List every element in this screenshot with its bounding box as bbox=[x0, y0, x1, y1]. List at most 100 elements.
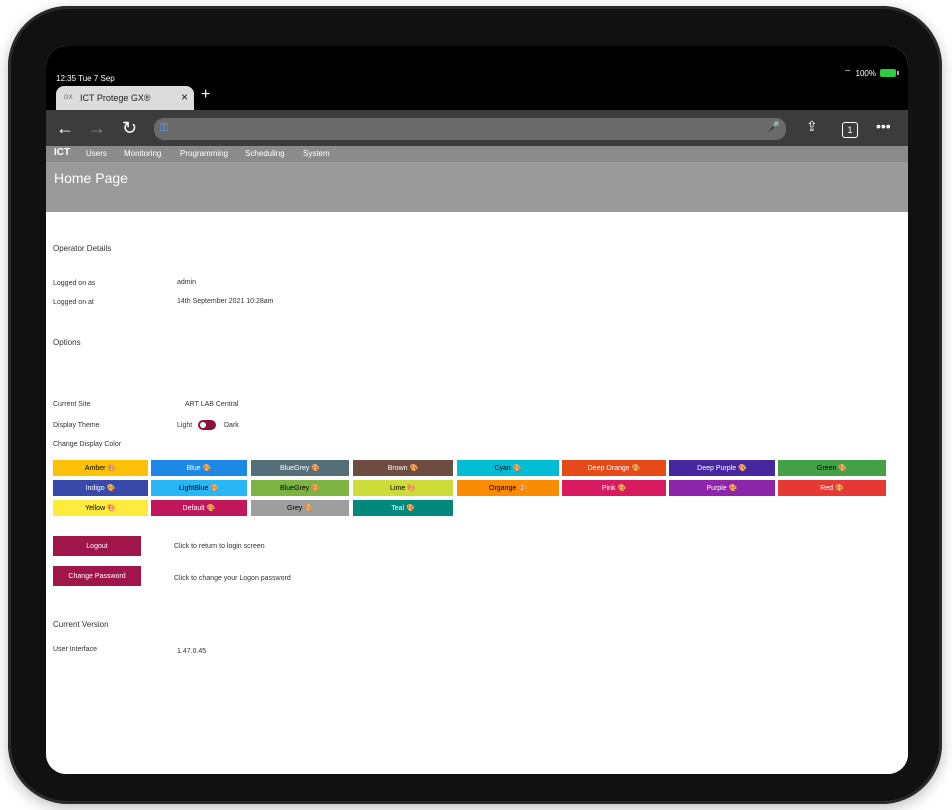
change-password-button[interactable]: Change Password bbox=[53, 566, 141, 586]
theme-dark-label: Dark bbox=[224, 422, 239, 429]
change-password-hint: Click to change your Logon password bbox=[174, 575, 291, 582]
color-swatch-label: Pink bbox=[601, 484, 616, 492]
logged-on-as-label: Logged on as bbox=[53, 280, 96, 287]
new-tab-icon[interactable]: + bbox=[201, 86, 211, 103]
color-swatch-cyan[interactable]: Cyan 🎨 bbox=[457, 460, 559, 476]
more-icon[interactable]: ••• bbox=[876, 118, 891, 134]
color-swatch-teal[interactable]: Teal 🎨 bbox=[353, 500, 453, 516]
menu-monitoring[interactable]: Monitoring bbox=[124, 149, 162, 158]
color-swatch-organge[interactable]: Organge 🎨 bbox=[457, 480, 559, 496]
palette-icon: 🎨 bbox=[106, 485, 116, 492]
current-site-label: Current Site bbox=[53, 401, 91, 408]
menu-programming[interactable]: Programming bbox=[180, 149, 229, 158]
color-swatch-grey[interactable]: Grey 🎨 bbox=[251, 500, 349, 516]
share-icon[interactable]: ⇪ bbox=[806, 118, 818, 134]
content: Operator Details Logged on as admin Logg… bbox=[46, 212, 908, 774]
palette-icon: 🎨 bbox=[304, 505, 313, 512]
palette-icon: 🎨 bbox=[835, 485, 844, 492]
palette-icon: 🎨 bbox=[406, 505, 415, 512]
current-version-heading: Current Version bbox=[53, 620, 109, 629]
color-swatch-label: Brown bbox=[387, 464, 408, 472]
color-swatch-green[interactable]: Green 🎨 bbox=[778, 460, 886, 476]
reload-icon[interactable]: ↻ bbox=[122, 118, 138, 138]
ui-version-label: User Interface bbox=[53, 646, 97, 653]
color-swatch-deep-purple[interactable]: Deep Purple 🎨 bbox=[669, 460, 775, 476]
color-swatch-label: Yellow bbox=[85, 504, 106, 512]
color-swatch-label: Organge bbox=[489, 484, 517, 492]
color-swatch-amber[interactable]: Amber 🎨 bbox=[53, 460, 148, 476]
palette-icon: 🎨 bbox=[728, 485, 738, 492]
color-swatch-label: Teal bbox=[391, 504, 405, 512]
tablet-frame: 12:35 Tue 7 Sep ⌔ 100% GX ICT Protege GX… bbox=[8, 6, 942, 804]
color-swatch-bluegrey[interactable]: BlueGrey 🎨 bbox=[251, 460, 349, 476]
color-swatch-label: Red bbox=[820, 484, 834, 492]
color-swatch-label: Deep Purple bbox=[697, 464, 737, 472]
color-swatch-deep-orange[interactable]: Deep Orange 🎨 bbox=[562, 460, 666, 476]
palette-icon: 🎨 bbox=[202, 465, 212, 472]
favicon-icon: GX bbox=[64, 95, 73, 101]
status-time: 12:35 Tue 7 Sep bbox=[56, 74, 115, 83]
color-swatch-yellow[interactable]: Yellow 🎨 bbox=[53, 500, 148, 516]
palette-icon: 🎨 bbox=[617, 485, 627, 492]
status-bar: 12:35 Tue 7 Sep ⌔ 100% bbox=[46, 66, 908, 84]
address-bar[interactable]: ⚿ 🎤 bbox=[154, 118, 786, 140]
color-swatch-purple[interactable]: Purple 🎨 bbox=[669, 480, 775, 496]
page-title: Home Page bbox=[54, 170, 128, 186]
app-header: ICT Users Monitoring Programming Schedul… bbox=[46, 146, 908, 212]
theme-light-label: Light bbox=[177, 422, 193, 429]
color-swatch-label: Deep Orange bbox=[587, 464, 630, 472]
key-icon: ⚿ bbox=[160, 122, 169, 134]
theme-toggle[interactable] bbox=[198, 420, 216, 430]
display-theme-label: Display Theme bbox=[53, 422, 100, 429]
close-tab-icon[interactable]: × bbox=[180, 90, 188, 104]
current-site-value: ART LAB Central bbox=[185, 401, 239, 408]
main-menu: ICT Users Monitoring Programming Schedul… bbox=[46, 146, 908, 162]
battery-percent: 100% bbox=[855, 68, 876, 78]
color-swatch-label: Indigo bbox=[85, 484, 105, 492]
palette-icon: 🎨 bbox=[210, 485, 219, 492]
color-swatch-lime[interactable]: Lime 🎨 bbox=[353, 480, 453, 496]
color-swatch-label: BlueGrey bbox=[280, 464, 310, 472]
color-swatch-red[interactable]: Red 🎨 bbox=[778, 480, 886, 496]
tab-count-button[interactable]: 1 bbox=[842, 120, 858, 138]
logout-button[interactable]: Logout bbox=[53, 536, 141, 556]
palette-icon: 🎨 bbox=[311, 465, 320, 472]
color-swatch-label: Amber bbox=[84, 464, 106, 472]
logged-on-at-label: Logged on at bbox=[53, 299, 94, 306]
color-swatch-label: Default bbox=[182, 504, 205, 512]
options-heading: Options bbox=[53, 338, 81, 347]
tab-title: ICT Protege GX® bbox=[80, 93, 151, 103]
palette-icon: 🎨 bbox=[206, 505, 216, 512]
battery-icon bbox=[880, 69, 899, 77]
ict-logo: ICT bbox=[54, 147, 71, 158]
palette-icon: 🎨 bbox=[407, 485, 416, 492]
status-indicators: ⌔ 100% bbox=[844, 68, 899, 78]
back-icon[interactable]: ← bbox=[56, 118, 74, 138]
color-swatch-label: BlueGrey bbox=[280, 484, 310, 492]
menu-system[interactable]: System bbox=[303, 149, 330, 158]
microphone-icon[interactable]: 🎤 bbox=[767, 122, 780, 133]
menu-scheduling[interactable]: Scheduling bbox=[245, 149, 285, 158]
menu-users[interactable]: Users bbox=[86, 149, 107, 158]
color-swatch-label: LightBlue bbox=[179, 484, 209, 492]
palette-icon: 🎨 bbox=[107, 505, 116, 512]
color-swatch-indigo[interactable]: Indigo 🎨 bbox=[53, 480, 148, 496]
browser-toolbar: ← → ↻ ⚿ 🎤 ⇪ 1 ••• bbox=[46, 110, 908, 146]
operator-details-heading: Operator Details bbox=[53, 244, 112, 253]
color-swatch-pink[interactable]: Pink 🎨 bbox=[562, 480, 666, 496]
palette-icon: 🎨 bbox=[738, 465, 747, 472]
color-swatch-label: Lime bbox=[390, 484, 406, 492]
color-swatch-brown[interactable]: Brown 🎨 bbox=[353, 460, 453, 476]
palette-icon: 🎨 bbox=[311, 485, 320, 492]
color-swatch-default[interactable]: Default 🎨 bbox=[151, 500, 247, 516]
change-color-label: Change Display Color bbox=[53, 441, 122, 448]
color-swatch-lightblue[interactable]: LightBlue 🎨 bbox=[151, 480, 247, 496]
palette-icon: 🎨 bbox=[107, 465, 117, 472]
color-swatch-blue[interactable]: Blue 🎨 bbox=[151, 460, 247, 476]
palette-icon: 🎨 bbox=[409, 465, 419, 472]
browser-tab[interactable]: GX ICT Protege GX® × bbox=[56, 86, 194, 110]
color-swatch-bluegrey[interactable]: BlueGrey 🎨 bbox=[251, 480, 349, 496]
forward-icon[interactable]: → bbox=[88, 118, 106, 138]
wifi-icon: ⌔ bbox=[844, 68, 852, 77]
color-swatch-label: Green bbox=[816, 464, 837, 472]
